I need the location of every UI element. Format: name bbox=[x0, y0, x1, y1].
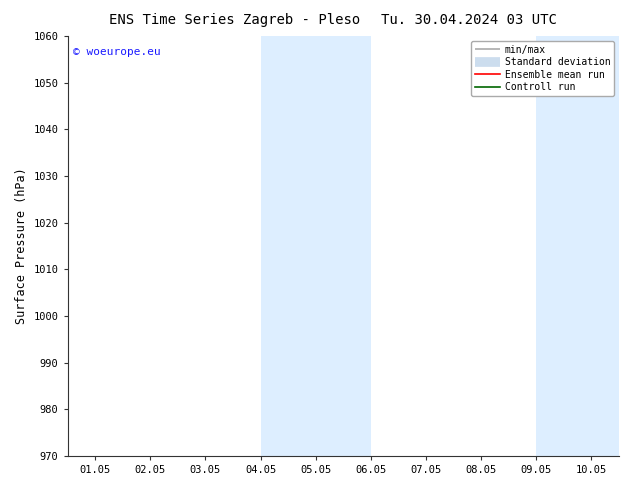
Bar bbox=[316, 36, 371, 456]
Bar bbox=[536, 36, 592, 456]
Bar bbox=[592, 36, 619, 456]
Legend: min/max, Standard deviation, Ensemble mean run, Controll run: min/max, Standard deviation, Ensemble me… bbox=[472, 41, 614, 96]
Y-axis label: Surface Pressure (hPa): Surface Pressure (hPa) bbox=[15, 168, 28, 324]
Text: © woeurope.eu: © woeurope.eu bbox=[73, 47, 161, 57]
Text: Tu. 30.04.2024 03 UTC: Tu. 30.04.2024 03 UTC bbox=[381, 13, 557, 27]
Bar bbox=[261, 36, 316, 456]
Text: ENS Time Series Zagreb - Pleso: ENS Time Series Zagreb - Pleso bbox=[109, 13, 360, 27]
